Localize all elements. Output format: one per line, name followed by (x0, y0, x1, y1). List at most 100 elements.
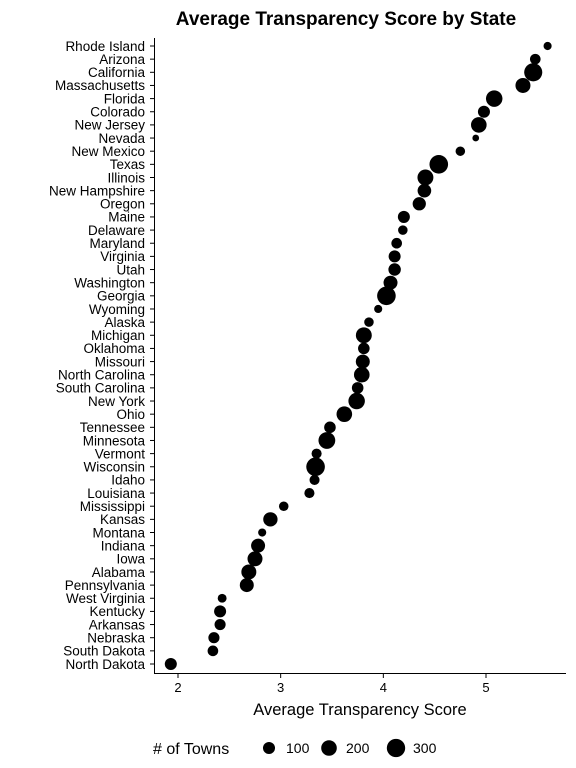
state-label-idaho: Idaho (111, 473, 145, 488)
state-label-louisiana: Louisiana (87, 486, 145, 501)
x-tick-label: 4 (380, 680, 387, 695)
state-label-texas: Texas (110, 157, 146, 172)
point-pennsylvania (239, 578, 254, 593)
state-label-north-carolina: North Carolina (58, 368, 146, 383)
state-label-massachusetts: Massachusetts (55, 78, 145, 93)
state-label-minnesota: Minnesota (83, 433, 146, 448)
state-label-florida: Florida (104, 91, 146, 106)
state-label-new-hampshire: New Hampshire (49, 183, 145, 198)
state-label-mississippi: Mississippi (80, 499, 145, 514)
point-nebraska (208, 632, 220, 644)
point-north-dakota (164, 657, 177, 671)
state-label-kansas: Kansas (100, 512, 145, 527)
state-label-ohio: Ohio (116, 407, 145, 422)
point-montana (258, 528, 267, 537)
point-new-mexico (455, 146, 466, 156)
legend-label-200: 200 (346, 740, 370, 756)
point-maine (397, 210, 410, 223)
point-california (524, 63, 543, 82)
state-label-pennsylvania: Pennsylvania (65, 578, 146, 593)
point-kansas (263, 512, 278, 527)
point-kentucky (214, 605, 227, 618)
legend-marker-100 (262, 741, 276, 755)
legend-label-300: 300 (413, 740, 437, 756)
point-delaware (398, 225, 408, 235)
point-minnesota (318, 432, 336, 449)
point-idaho (309, 474, 320, 485)
point-maryland (391, 237, 402, 249)
point-arizona (529, 53, 541, 65)
state-label-alaska: Alaska (104, 315, 145, 330)
point-arkansas (214, 618, 226, 631)
state-label-vermont: Vermont (95, 446, 146, 461)
state-label-indiana: Indiana (101, 538, 146, 553)
state-label-delaware: Delaware (88, 223, 145, 238)
state-label-nebraska: Nebraska (87, 631, 145, 646)
state-label-south-dakota: South Dakota (63, 644, 145, 659)
state-label-maryland: Maryland (89, 236, 145, 251)
state-label-montana: Montana (92, 525, 145, 540)
legend: # of Towns 100 200 300 (153, 738, 437, 758)
state-label-oregon: Oregon (100, 197, 145, 212)
state-label-missouri: Missouri (95, 354, 145, 369)
state-label-south-carolina: South Carolina (56, 381, 146, 396)
point-wyoming (374, 304, 383, 314)
x-tick-label: 5 (482, 680, 489, 695)
legend-label-100: 100 (286, 740, 310, 756)
legend-marker-300 (386, 738, 406, 758)
point-iowa (247, 551, 263, 567)
state-label-west-virginia: West Virginia (66, 591, 146, 606)
point-virginia (388, 250, 401, 263)
state-label-arizona: Arizona (99, 52, 145, 67)
state-labels: Rhode IslandArizonaCaliforniaMassachuset… (49, 39, 154, 672)
point-nevada (472, 134, 480, 142)
state-label-utah: Utah (116, 262, 145, 277)
point-alaska (364, 317, 374, 327)
point-michigan (355, 327, 372, 344)
point-south-carolina (351, 382, 364, 394)
state-label-new-york: New York (88, 394, 145, 409)
point-south-dakota (207, 645, 219, 657)
x-axis-title: Average Transparency Score (253, 701, 466, 719)
state-label-new-mexico: New Mexico (71, 144, 145, 159)
point-colorado (477, 105, 490, 118)
state-label-virginia: Virginia (100, 249, 145, 264)
state-label-kentucky: Kentucky (89, 604, 145, 619)
point-rhode-island (543, 41, 552, 51)
point-alabama (241, 564, 257, 580)
point-west-virginia (217, 593, 227, 603)
point-massachusetts (515, 77, 531, 93)
state-label-washington: Washington (74, 275, 145, 290)
data-points (164, 41, 552, 671)
state-label-north-dakota: North Dakota (65, 657, 145, 672)
state-label-rhode-island: Rhode Island (65, 39, 145, 54)
state-label-arkansas: Arkansas (89, 617, 146, 632)
state-label-wisconsin: Wisconsin (83, 460, 145, 475)
x-tick-label: 3 (277, 680, 284, 695)
x-axis-ticks: 2 3 4 5 (174, 674, 490, 695)
point-new-jersey (471, 117, 487, 133)
state-label-california: California (88, 65, 146, 80)
point-utah (388, 263, 401, 276)
state-label-colorado: Colorado (90, 105, 145, 120)
point-georgia (377, 286, 396, 306)
point-ohio (336, 406, 353, 422)
state-label-tennessee: Tennessee (80, 420, 145, 435)
state-label-michigan: Michigan (91, 328, 145, 343)
state-label-iowa: Iowa (116, 552, 145, 567)
point-louisiana (304, 488, 315, 499)
state-label-nevada: Nevada (98, 131, 145, 146)
point-tennessee (324, 421, 336, 434)
point-indiana (251, 538, 266, 553)
point-north-carolina (353, 366, 370, 383)
x-tick-label: 2 (174, 680, 181, 695)
state-label-georgia: Georgia (97, 289, 146, 304)
point-oregon (412, 197, 426, 211)
point-oklahoma (358, 342, 370, 355)
point-florida (485, 90, 503, 107)
point-new-york (348, 392, 365, 410)
point-missouri (355, 354, 370, 369)
point-vermont (311, 448, 322, 459)
legend-marker-200 (321, 740, 337, 756)
